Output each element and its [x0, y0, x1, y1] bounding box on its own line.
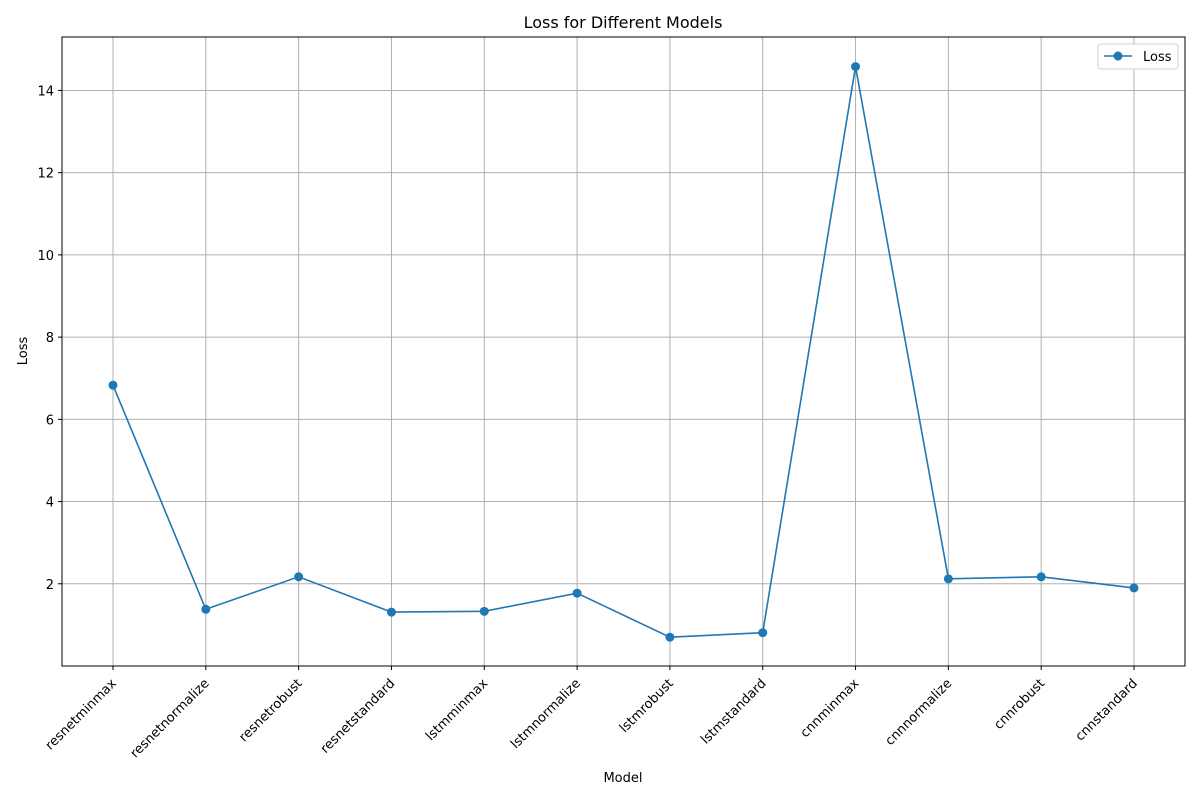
x-tick-label: cnnrobust: [991, 676, 1048, 733]
series-line-loss: [112, 66, 1135, 639]
data-point: [1129, 583, 1139, 593]
x-tick-label: cnnnormalize: [883, 676, 956, 749]
data-point: [665, 632, 675, 642]
x-axis-label: Model: [603, 771, 642, 786]
y-tick-label: 14: [37, 84, 54, 99]
x-tick-label: resnetnormalize: [128, 676, 213, 761]
y-tick-label: 12: [37, 167, 54, 182]
x-tick-label: lstmminmax: [423, 676, 491, 744]
data-points: [108, 62, 1139, 642]
x-tick-label: lstmstandard: [698, 676, 769, 747]
data-point: [943, 574, 953, 584]
plot-frame: [61, 36, 1186, 667]
data-point: [294, 572, 304, 582]
legend-entry-loss: Loss: [1143, 50, 1172, 65]
x-tick-label: resnetminmax: [43, 676, 120, 753]
chart-title: Loss for Different Models: [524, 13, 723, 32]
x-tick-label: resnetrobust: [236, 676, 305, 745]
data-point: [201, 604, 211, 614]
data-point: [758, 628, 768, 638]
x-tick-label: lstmnormalize: [508, 676, 584, 752]
legend: Loss: [1097, 43, 1179, 70]
y-tick-label: 4: [46, 496, 54, 511]
x-tick-label: lstmrobust: [617, 676, 677, 736]
data-point: [108, 380, 118, 390]
y-tick-label: 8: [46, 331, 54, 346]
legend-marker: [1113, 51, 1123, 61]
x-tick-label: cnnminmax: [798, 676, 863, 741]
data-point: [1036, 572, 1046, 582]
y-tick-label: 2: [46, 578, 54, 593]
y-axis-label: Loss: [16, 337, 31, 366]
x-tick-label: resnetstandard: [318, 676, 398, 756]
legend-box: [1097, 43, 1179, 70]
y-tick-label: 6: [46, 413, 54, 428]
x-tick-label: cnnstandard: [1073, 676, 1141, 744]
data-point: [479, 606, 489, 616]
x-axis: resnetminmax resnetnormalize resnetrobust r…: [43, 666, 1141, 761]
grid: [62, 37, 1185, 666]
y-tick-label: 10: [37, 249, 54, 264]
data-point: [851, 62, 861, 72]
y-axis: 2 4 6 8 10 12 14: [37, 84, 62, 593]
data-point: [386, 607, 396, 617]
data-point: [572, 588, 582, 598]
